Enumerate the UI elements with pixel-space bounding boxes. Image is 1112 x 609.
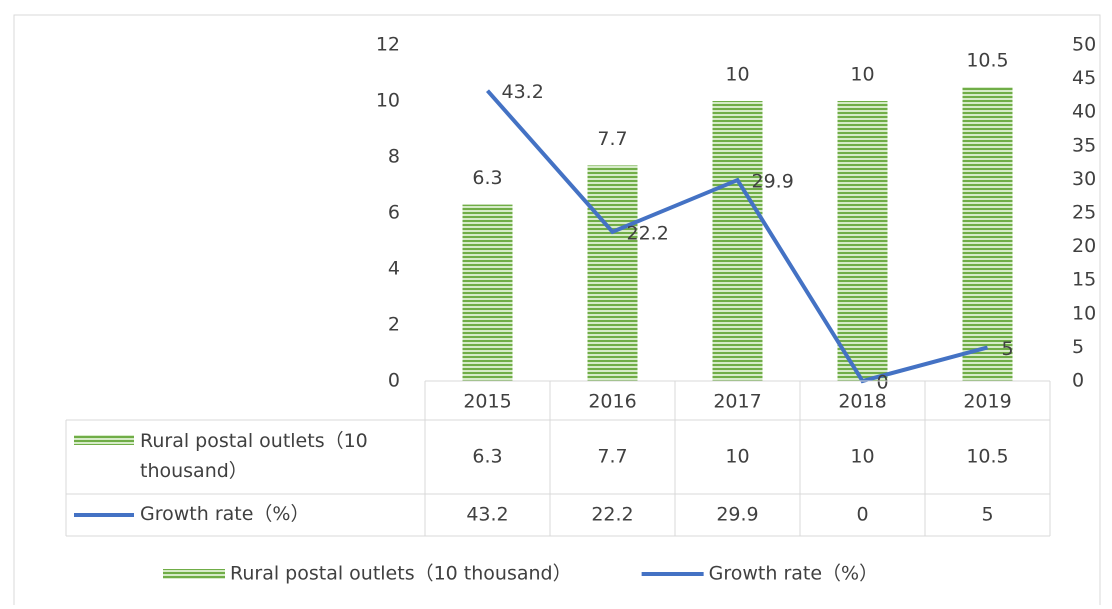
- table-cell: 0: [856, 504, 868, 526]
- table-cell: 6.3: [472, 446, 502, 468]
- table-row-label-text: Rural postal outlets（10 thousand）: [140, 430, 368, 482]
- bar: [587, 165, 638, 381]
- table-cell: 10: [725, 446, 749, 468]
- y-tick-label: 10: [376, 90, 400, 112]
- bar: [837, 101, 888, 381]
- data-label: 10.5: [966, 50, 1008, 72]
- y2-tick-label: 35: [1072, 134, 1096, 156]
- bar: [712, 101, 763, 381]
- x-tick-label: 2015: [463, 391, 511, 413]
- x-tick-label: 2018: [838, 391, 886, 413]
- x-tick-label: 2017: [713, 391, 761, 413]
- y-tick-label: 2: [388, 314, 400, 336]
- y-tick-label: 12: [376, 34, 400, 56]
- data-label: 5: [1002, 338, 1014, 360]
- bar: [962, 87, 1013, 381]
- y-tick-label: 8: [388, 146, 400, 168]
- legend-key: [74, 435, 134, 445]
- legend-key: [163, 569, 225, 579]
- data-label: 7.7: [597, 128, 627, 150]
- table-row-label-text: Growth rate（%）: [140, 503, 310, 525]
- table-cell: 29.9: [716, 504, 758, 526]
- y2-tick-label: 40: [1072, 101, 1096, 123]
- table-cell: 10: [850, 446, 874, 468]
- table-row-label: Rural postal outlets（10 thousand）: [140, 430, 368, 482]
- y2-tick-label: 5: [1072, 336, 1084, 358]
- table-cell: 43.2: [466, 504, 508, 526]
- data-label: 10: [725, 64, 749, 86]
- y2-tick-label: 10: [1072, 302, 1096, 324]
- y2-tick-label: 30: [1072, 168, 1096, 190]
- y2-tick-label: 0: [1072, 370, 1084, 392]
- table-cell: 5: [981, 504, 993, 526]
- y-tick-label: 4: [388, 258, 400, 280]
- legend-label: Rural postal outlets（10 thousand）: [230, 563, 572, 585]
- data-label: 22.2: [627, 222, 669, 244]
- y2-tick-label: 20: [1072, 235, 1096, 257]
- table-cell: 7.7: [597, 446, 627, 468]
- table-row-label: Growth rate（%）: [140, 503, 310, 525]
- data-label: 0: [877, 372, 889, 394]
- data-label: 10: [850, 64, 874, 86]
- y2-tick-label: 50: [1072, 34, 1096, 56]
- x-tick-label: 2016: [588, 391, 636, 413]
- x-tick-label: 2019: [963, 391, 1011, 413]
- table-cell: 10.5: [966, 446, 1008, 468]
- y2-tick-label: 25: [1072, 202, 1096, 224]
- y-tick-label: 0: [388, 370, 400, 392]
- legend-label: Growth rate（%）: [709, 563, 878, 585]
- y-tick-label: 6: [388, 202, 400, 224]
- data-label: 43.2: [502, 81, 544, 103]
- y2-tick-label: 15: [1072, 269, 1096, 291]
- bar: [462, 204, 513, 381]
- data-label: 29.9: [752, 171, 794, 193]
- line: [486, 89, 989, 384]
- data-label: 6.3: [472, 167, 502, 189]
- table-cell: 22.2: [591, 504, 633, 526]
- chart-frame: [13, 14, 1101, 609]
- y2-tick-label: 45: [1072, 67, 1096, 89]
